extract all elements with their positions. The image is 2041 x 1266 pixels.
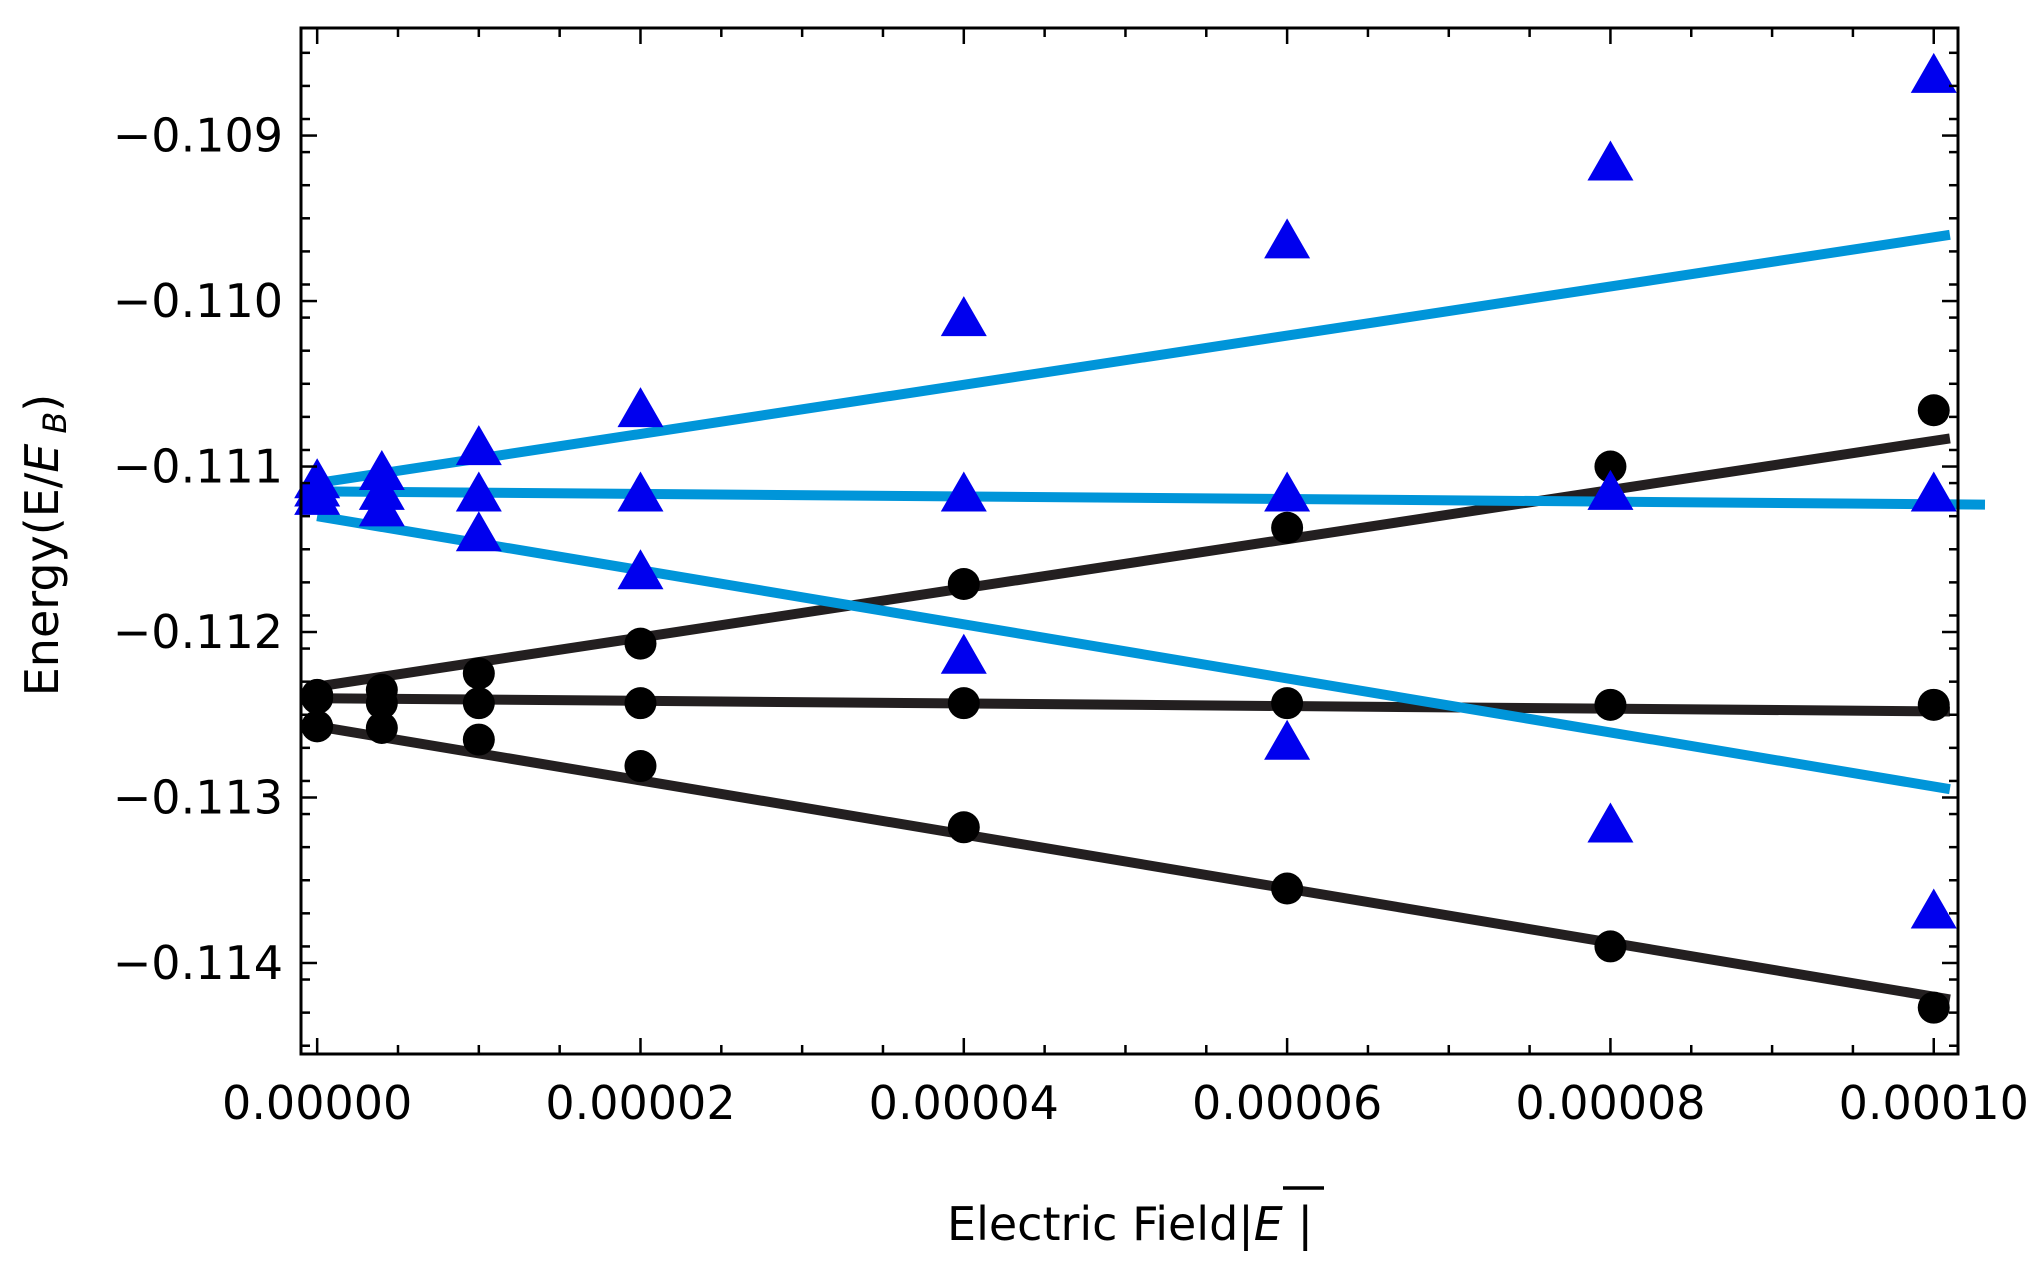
fit-line-4	[316, 229, 1951, 489]
triangle-point-9	[455, 511, 502, 552]
triangle-point-8	[455, 471, 502, 512]
triangle-point-19	[1587, 140, 1634, 181]
x-tick-label: 0.00004	[869, 1076, 1059, 1130]
fit-line-6	[316, 511, 1951, 795]
circle-point-10	[624, 627, 657, 660]
circle-point-15	[947, 811, 980, 844]
fit-line-2	[317, 693, 1950, 717]
triangle-point-11	[617, 471, 664, 512]
circle-point-2	[301, 682, 334, 715]
triangle-point-23	[1910, 471, 1957, 512]
circle-point-21	[1594, 930, 1627, 963]
circle-point-20	[1594, 688, 1627, 721]
circle-point-6	[365, 711, 398, 744]
triangle-point-10	[617, 387, 664, 428]
triangle-point-21	[1587, 802, 1634, 843]
triangle-point-18	[1264, 719, 1311, 760]
triangle-point-24	[1910, 888, 1957, 929]
fit-line-3	[316, 721, 1951, 1005]
tick-labels: 0.00000 0.00002 0.00004 0.00006 0.00008 0.000…	[113, 109, 2029, 1130]
y-tick-label: −0.111	[113, 440, 283, 494]
circle-point-16	[1271, 511, 1304, 544]
circle-point-5	[365, 687, 398, 720]
x-tick-label: 0.00010	[1839, 1076, 2029, 1130]
y-tick-label: −0.109	[113, 109, 283, 163]
y-tick-label: −0.110	[113, 274, 283, 328]
y-tick-label: −0.113	[113, 771, 283, 825]
x-tick-label: 0.00006	[1192, 1076, 1382, 1130]
plot-frame	[299, 26, 1960, 1056]
circle-point-17	[1271, 687, 1304, 720]
circle-point-24	[1917, 991, 1950, 1024]
triangle-point-22	[1910, 52, 1957, 93]
y-tick-label: −0.112	[113, 605, 283, 659]
triangle-point-6	[358, 486, 405, 527]
fit-line-5	[317, 486, 1986, 510]
triangle-point-17	[1264, 471, 1311, 512]
circle-point-9	[462, 723, 495, 756]
circle-point-22	[1917, 394, 1950, 427]
triangle-point-20	[1587, 469, 1634, 510]
circle-point-18	[1271, 872, 1304, 905]
triangle-point-7	[455, 425, 502, 466]
triangle-point-15	[940, 633, 987, 674]
circle-point-3	[301, 710, 334, 743]
triangle-point-13	[940, 296, 987, 337]
triangle-point-14	[940, 471, 987, 512]
x-tick-label: 0.00002	[545, 1076, 735, 1130]
x-tick-label: 0.00008	[1515, 1076, 1705, 1130]
data-markers	[294, 52, 1957, 1024]
circle-point-19	[1594, 450, 1627, 483]
axis-ticks	[301, 28, 1958, 1054]
circle-point-7	[462, 657, 495, 690]
circle-point-12	[624, 750, 657, 783]
fit-line-1	[316, 433, 1951, 692]
x-tick-label: 0.00000	[222, 1076, 412, 1130]
circle-point-11	[624, 687, 657, 720]
x-axis-label: Electric Field|E |	[947, 1197, 1313, 1252]
triangle-point-3	[294, 474, 341, 515]
triangle-point-12	[617, 549, 664, 590]
circle-point-14	[947, 687, 980, 720]
circle-point-8	[462, 687, 495, 720]
circle-point-13	[947, 568, 980, 601]
y-axis-label: Energy(E/EB)	[15, 394, 74, 697]
circle-point-23	[1917, 688, 1950, 721]
fit-lines	[316, 229, 1986, 1005]
y-tick-label: −0.114	[113, 936, 283, 990]
triangle-point-16	[1264, 218, 1311, 259]
